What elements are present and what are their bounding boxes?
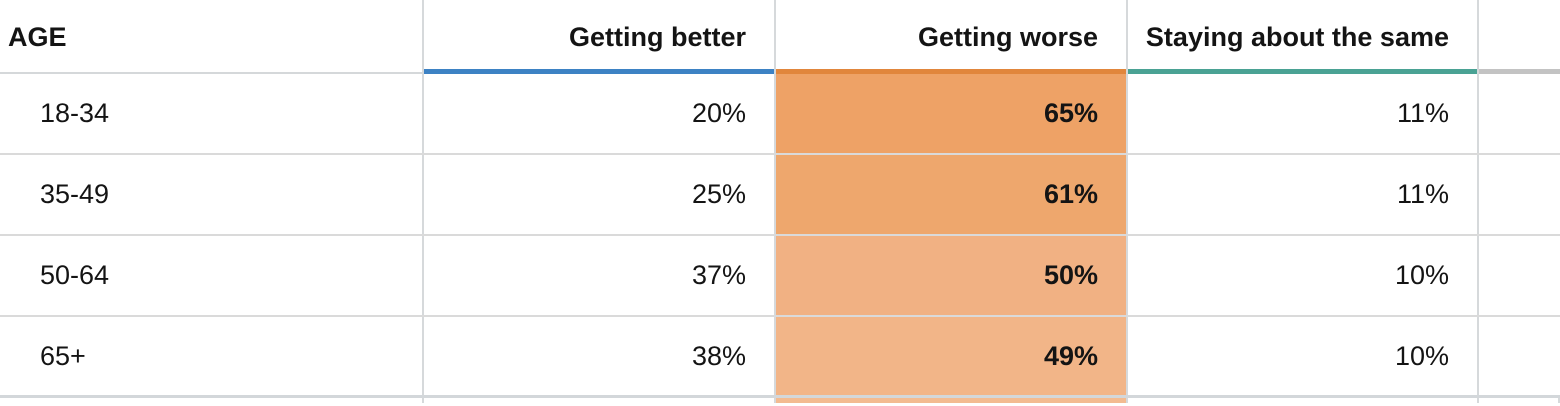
age-label: 35-49 — [40, 179, 110, 209]
getting-better-value: 37% — [691, 260, 746, 290]
age-label: 18-34 — [40, 98, 110, 128]
table-row: 35-49 25% 61% 11% — [0, 155, 1560, 236]
staying-same-value: 10% — [1394, 260, 1449, 290]
staying-same-value: 11% — [1396, 179, 1449, 209]
age-header-underline — [0, 72, 422, 74]
age-cell: 50-64 — [0, 236, 424, 315]
col-header-getting-better: Getting better — [424, 0, 776, 74]
col-header-age-label: AGE — [8, 21, 67, 52]
staying-same-underline — [1128, 69, 1477, 74]
col-header-age: AGE — [0, 0, 424, 74]
extra-column-underline — [1479, 69, 1560, 74]
getting-worse-underline — [776, 69, 1126, 74]
getting-better-underline — [424, 69, 774, 74]
age-cell: 65+ — [0, 317, 424, 395]
getting-better-value: 25% — [691, 179, 746, 209]
col-header-staying-same-label: Staying about the same — [1145, 21, 1449, 52]
getting-better-cell: 20% — [424, 74, 776, 153]
getting-worse-value: 61% — [1043, 179, 1098, 209]
extra-cell — [1479, 317, 1560, 395]
getting-worse-cell — [776, 398, 1128, 403]
extra-cell — [1479, 398, 1560, 403]
age-cell: 35-49 — [0, 155, 424, 234]
age-cell: 18-34 — [0, 74, 424, 153]
getting-worse-value: 65% — [1043, 98, 1098, 128]
col-header-getting-better-label: Getting better — [568, 21, 746, 52]
table-row: 65+ 38% 49% 10% — [0, 317, 1560, 398]
getting-better-cell: 37% — [424, 236, 776, 315]
staying-same-cell: 10% — [1128, 236, 1479, 315]
getting-worse-cell: 61% — [776, 155, 1128, 234]
getting-worse-cell: 50% — [776, 236, 1128, 315]
getting-better-cell — [424, 398, 776, 403]
col-header-extra — [1479, 0, 1560, 74]
col-header-getting-worse: Getting worse — [776, 0, 1128, 74]
col-header-getting-worse-label: Getting worse — [917, 21, 1098, 52]
getting-better-value: 38% — [691, 340, 746, 371]
staying-same-value: 11% — [1396, 98, 1449, 128]
table-row: 18-34 20% 65% 11% — [0, 74, 1560, 155]
staying-same-cell: 11% — [1128, 155, 1479, 234]
age-label: 65+ — [40, 340, 86, 371]
col-header-staying-same: Staying about the same — [1128, 0, 1479, 74]
table-row: 50-64 37% 50% 10% — [0, 236, 1560, 317]
getting-better-cell: 38% — [424, 317, 776, 395]
age-cell — [0, 398, 424, 403]
staying-same-cell: 10% — [1128, 317, 1479, 395]
table-row-cutoff — [0, 398, 1560, 403]
staying-same-cell: 11% — [1128, 74, 1479, 153]
staying-same-value: 10% — [1394, 340, 1449, 371]
extra-cell — [1479, 155, 1560, 234]
extra-cell — [1479, 236, 1560, 315]
extra-cell — [1479, 74, 1560, 153]
getting-better-value: 20% — [691, 98, 746, 128]
table-header-row: AGE Getting better Getting worse Staying… — [0, 0, 1560, 74]
age-label: 50-64 — [40, 260, 110, 290]
getting-worse-cell: 65% — [776, 74, 1128, 153]
getting-worse-value: 50% — [1043, 260, 1098, 290]
getting-worse-value: 49% — [1043, 340, 1098, 371]
staying-same-cell — [1128, 398, 1479, 403]
getting-better-cell: 25% — [424, 155, 776, 234]
getting-worse-cell: 49% — [776, 317, 1128, 395]
